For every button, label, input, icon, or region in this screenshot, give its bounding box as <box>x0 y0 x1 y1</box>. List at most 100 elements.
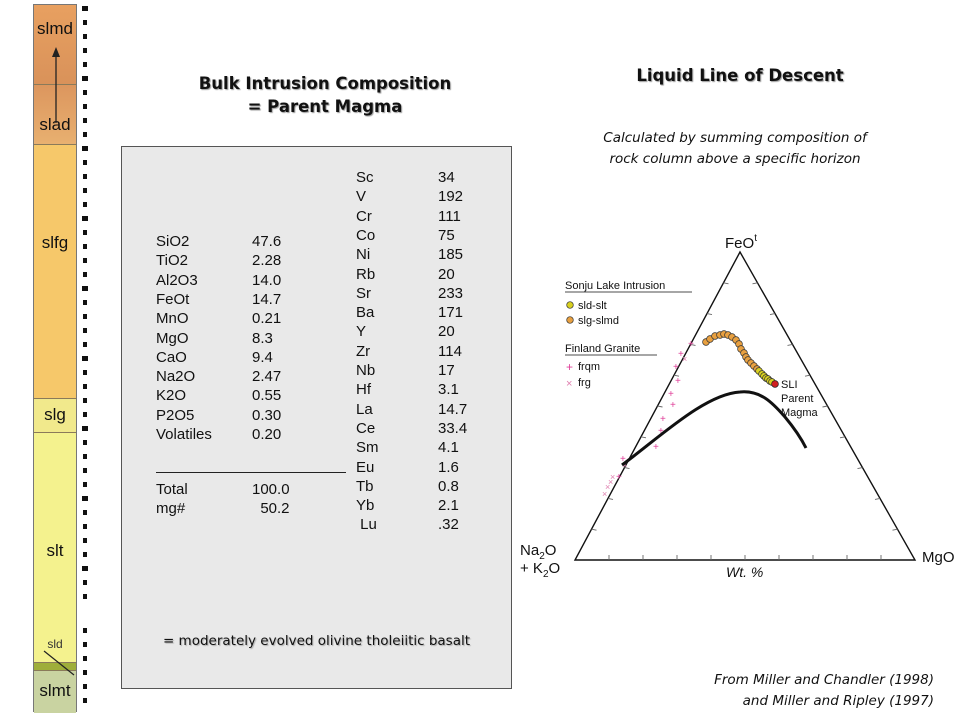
column-tick <box>83 656 87 661</box>
table-row: Co 75 <box>356 226 496 245</box>
column-tick <box>83 104 87 109</box>
column-tick <box>83 300 87 305</box>
element-label: Sr <box>356 284 371 302</box>
unit-slad: slad <box>34 85 76 145</box>
column-tick <box>83 412 87 417</box>
element-label: Volatiles <box>156 426 212 443</box>
column-tick <box>83 188 87 193</box>
table-row: Sc 34 <box>356 168 496 187</box>
triangle-tick <box>723 282 729 285</box>
total-label: Total <box>156 481 188 498</box>
table-row: Zr 114 <box>356 342 496 361</box>
column-tick <box>83 552 87 557</box>
element-label: Al2O3 <box>156 271 198 289</box>
rock-type-summary: = moderately evolved olivine tholeiitic … <box>162 633 471 649</box>
element-value: 0.55 <box>252 387 282 405</box>
element-label: Yb <box>356 497 375 515</box>
table-row: Yb 2.1 <box>356 496 496 515</box>
column-tick-marks <box>82 6 88 703</box>
element-value: 47.6 <box>252 233 282 250</box>
triangle-tick <box>640 436 647 439</box>
composition-panel: SiO2 47.6 TiO2 2.28 Al2O3 14.0 FeOt 14.7 MnO 0.21… <box>121 146 512 689</box>
column-tick <box>83 48 87 53</box>
table-row: Y 20 <box>356 322 496 341</box>
table-row: SiO2 47.6 <box>156 232 346 251</box>
element-label: Nb <box>356 362 376 379</box>
column-tick <box>83 258 87 263</box>
major-oxide-table: SiO2 47.6 TiO2 2.28 Al2O3 14.0 FeOt 14.7 MnO 0.21… <box>156 232 346 532</box>
table-row: Hf 3.1 <box>356 380 496 399</box>
trace-element-table: Sc 34 V 192 Cr 111 Co 75 Ni 185 Rb 20 Sr 233 Ba 171 Y 20 Z… <box>356 168 496 608</box>
table-row: Sm 4.1 <box>356 438 496 457</box>
table-row: Ni 185 <box>356 245 496 264</box>
element-label: Zr <box>356 342 371 360</box>
total-row: Total 100.0 <box>156 480 346 499</box>
heading-line-2: = Parent Magma <box>247 97 403 116</box>
unit-label-slg: slg <box>44 405 66 424</box>
liquid-line-curve <box>621 390 808 467</box>
element-label: V <box>356 188 367 206</box>
triangle-tick <box>787 343 793 346</box>
element-label: Ba <box>356 304 375 322</box>
table-row: Rb 20 <box>356 265 496 284</box>
column-annotations <box>43 47 75 676</box>
element-value: 0.20 <box>252 426 282 443</box>
element-value: 2.28 <box>252 252 282 270</box>
legend-item-slg-slmd: slg-slmd <box>578 315 619 327</box>
element-label: MnO <box>156 310 189 328</box>
granite-frqm-point: + <box>616 472 622 483</box>
granite-frqm-point: + <box>660 414 666 425</box>
table-row: CaO 9.4 <box>156 348 346 367</box>
column-tick <box>83 642 87 647</box>
triangle-tick <box>624 467 630 470</box>
column-tick <box>83 62 87 67</box>
element-value: 33.4 <box>438 419 468 437</box>
column-tick <box>83 468 87 473</box>
granite-frg-point: × <box>602 489 607 499</box>
element-value: 20 <box>438 265 455 283</box>
total-divider <box>156 472 346 473</box>
column-tick <box>82 216 88 221</box>
element-value: 4.1 <box>438 439 459 457</box>
element-label: La <box>356 400 373 418</box>
total-value: 100.0 <box>252 481 290 498</box>
column-tick <box>83 132 87 137</box>
column-tick <box>83 628 87 633</box>
unit-slt: slt sld <box>34 433 76 663</box>
element-label: CaO <box>156 348 187 366</box>
table-row: Cr 111 <box>356 207 496 226</box>
element-value: 14.7 <box>252 290 282 308</box>
unit-slfg: slfg <box>34 145 76 399</box>
granite-frg-point: × <box>622 460 627 470</box>
element-label: Co <box>356 226 376 244</box>
column-tick <box>83 698 87 703</box>
column-tick <box>82 6 88 11</box>
table-row: La 14.7 <box>356 400 496 419</box>
table-row: TiO2 2.28 <box>156 251 346 270</box>
triangle-tick <box>607 497 614 500</box>
table-row: P2O5 0.30 <box>156 406 346 425</box>
granite-frg-point: × <box>605 482 610 492</box>
element-value: 14.7 <box>438 400 468 418</box>
parent-label-line2: Parent <box>781 393 813 405</box>
column-tick <box>83 398 87 403</box>
element-value: 111 <box>438 207 461 225</box>
element-value: 2.47 <box>252 368 282 386</box>
element-value: 233 <box>438 284 464 302</box>
table-row: Al2O3 14.0 <box>156 271 346 290</box>
element-value: 34 <box>438 169 455 186</box>
legend-group-granite: Finland Granite <box>565 343 640 355</box>
column-tick <box>83 314 87 319</box>
element-label: SiO2 <box>156 233 190 250</box>
column-tick <box>83 538 87 543</box>
table-row: Na2O 2.47 <box>156 367 346 386</box>
column-tick <box>83 160 87 165</box>
column-tick <box>83 230 87 235</box>
calculation-note: Calculated by summing composition of roc… <box>540 128 930 170</box>
triangle-tick <box>839 436 846 439</box>
column-tick <box>83 118 87 123</box>
parent-label-line3: Magma <box>781 407 819 419</box>
triangle-tick <box>690 343 696 346</box>
element-value: 14.0 <box>252 271 282 289</box>
granite-frqm-point: + <box>675 376 681 387</box>
